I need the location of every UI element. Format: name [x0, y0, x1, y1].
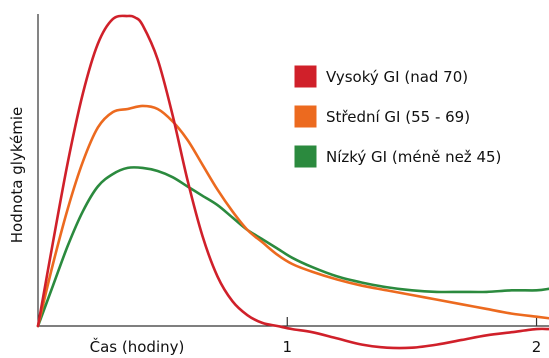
- legend-swatch-1: [294, 105, 317, 128]
- series-line-1: [36, 104, 549, 328]
- legend-label-2: Nízký GI (méně než 45): [326, 148, 501, 166]
- legend-label-1: Střední GI (55 - 69): [326, 108, 470, 126]
- legend-swatch-2: [294, 145, 317, 168]
- series-line-2: [36, 166, 549, 328]
- x-axis-title: Čas (hodiny): [90, 337, 185, 356]
- legend: Vysoký GI (nad 70) Střední GI (55 - 69) Ní…: [294, 65, 501, 168]
- y-axis-title: Hodnota glykémie: [8, 107, 26, 243]
- x-tick-label-2: 2: [532, 338, 542, 356]
- legend-label-0: Vysoký GI (nad 70): [326, 68, 468, 86]
- legend-swatch-0: [294, 65, 317, 88]
- series-lines: [36, 14, 549, 350]
- series-line-0: [36, 14, 549, 350]
- x-tick-label-1: 1: [282, 338, 292, 356]
